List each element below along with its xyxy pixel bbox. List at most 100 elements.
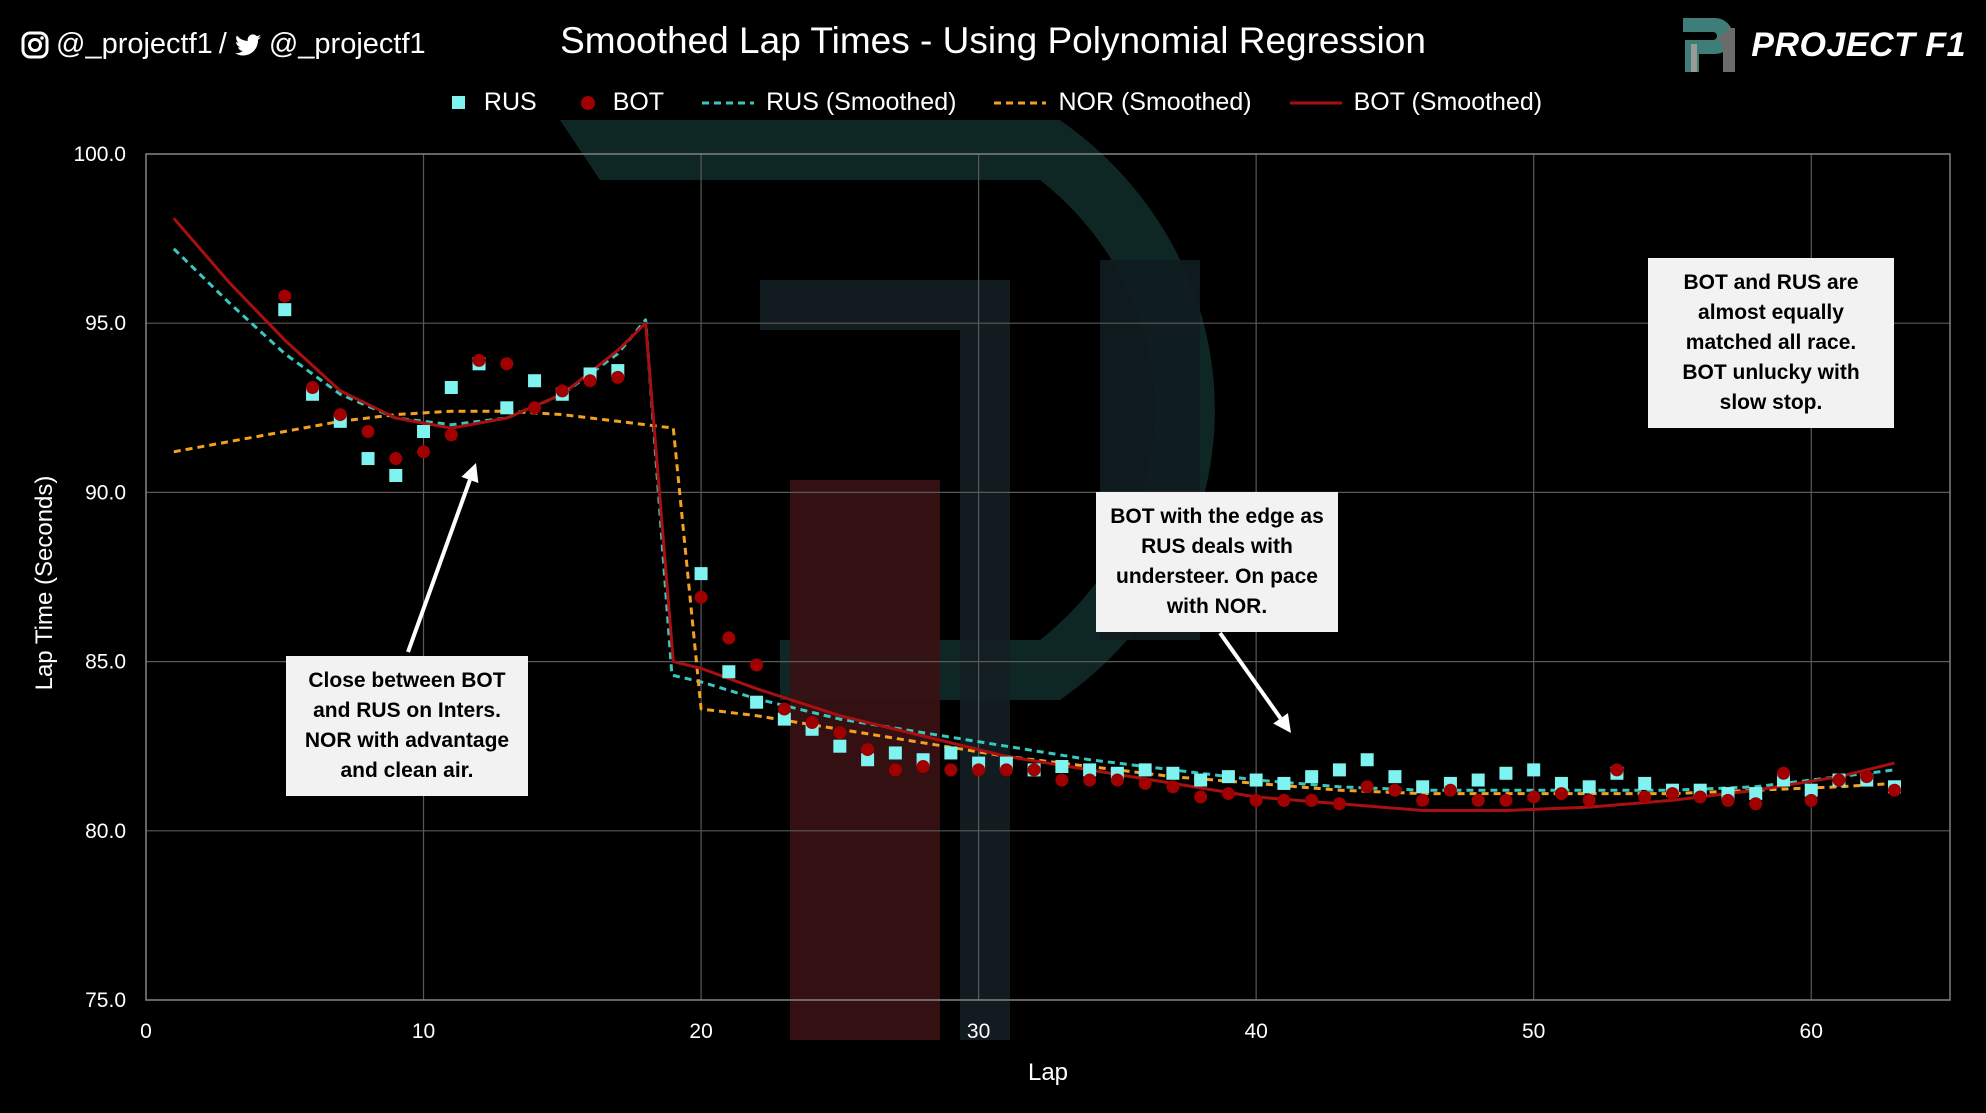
bot-lap-point — [944, 763, 958, 777]
legend-item-rus: RUS — [444, 88, 537, 117]
legend-label-rus: RUS — [483, 88, 537, 116]
rus-lap-point — [1804, 783, 1818, 797]
rus-lap-point — [1499, 766, 1513, 780]
annotation-inters: Close between BOT and RUS on Inters. NOR… — [286, 656, 528, 796]
bot-lap-point — [1776, 766, 1790, 780]
rus-lap-point — [1638, 776, 1652, 790]
rus-lap-point — [1194, 773, 1208, 787]
rus-lap-point — [1582, 780, 1596, 794]
rus-lap-point — [750, 695, 764, 709]
bot-lap-point — [1638, 790, 1652, 804]
bot-lap-point — [1832, 773, 1846, 787]
bot-lap-point — [1860, 770, 1874, 784]
rus-lap-point — [528, 374, 542, 388]
rus-lap-point — [1249, 773, 1263, 787]
rus-lap-point — [1277, 776, 1291, 790]
series-line-bot-smoothed — [172, 217, 1895, 812]
y-axis-label: Lap Time (Seconds) — [31, 476, 58, 691]
bot-lap-point — [694, 590, 708, 604]
bot-lap-point — [1582, 793, 1596, 807]
watermark-p-bowl — [560, 120, 1215, 700]
y-tick-label: 85.0 — [85, 651, 126, 674]
annotation-matched: BOT and RUS are almost equally matched a… — [1648, 258, 1894, 428]
bot-lap-point — [1221, 787, 1235, 801]
bot-lap-point — [1166, 780, 1180, 794]
bot-lap-point — [1360, 780, 1374, 794]
bot-lap-point — [1277, 793, 1291, 807]
rus-lap-point — [944, 746, 958, 760]
bot-lap-point — [1138, 776, 1152, 790]
bot-lap-point — [278, 289, 292, 303]
twitter-handle: @_projectf1 — [268, 28, 426, 60]
bot-lap-point — [833, 726, 847, 740]
bot-lap-point — [333, 408, 347, 422]
bot-lap-point — [361, 424, 375, 438]
bot-lap-point — [1388, 783, 1402, 797]
bot-lap-point — [583, 374, 597, 388]
legend-solid-line-icon — [1289, 101, 1342, 104]
rus-lap-point — [1527, 763, 1541, 777]
rus-lap-point — [417, 424, 431, 438]
bot-lap-point — [1804, 793, 1818, 807]
x-tick-label: 20 — [689, 1020, 712, 1043]
brand-name: PROJECT F1 — [1751, 25, 1966, 64]
rus-lap-point — [833, 739, 847, 753]
bot-lap-point — [1249, 793, 1263, 807]
bot-lap-point — [1055, 773, 1069, 787]
bot-lap-point — [500, 357, 514, 371]
bot-lap-point — [722, 631, 736, 645]
bot-lap-point — [1443, 783, 1457, 797]
x-tick-label: 10 — [412, 1020, 435, 1043]
brand-logo: PROJECT F1 — [1677, 14, 1966, 76]
bot-lap-point — [1305, 793, 1319, 807]
bot-lap-point — [1721, 793, 1735, 807]
watermark-one-stem — [760, 280, 1010, 1040]
bot-lap-point — [389, 452, 403, 466]
bot-lap-point — [555, 384, 569, 398]
arrow-inters-head — [461, 463, 479, 483]
x-tick-label: 40 — [1244, 1020, 1267, 1043]
bot-lap-point — [972, 763, 986, 777]
bot-lap-point — [1693, 790, 1707, 804]
bot-lap-point — [861, 743, 875, 757]
rus-lap-point — [1083, 763, 1097, 777]
rus-lap-point — [1388, 770, 1402, 784]
chart-title: Smoothed Lap Times - Using Polynomial Re… — [560, 20, 1426, 61]
y-tick-label: 100.0 — [73, 143, 126, 166]
bot-lap-point — [777, 702, 791, 716]
bot-lap-point — [916, 760, 930, 774]
arrow-edge — [1218, 631, 1291, 733]
bot-lap-point — [1083, 773, 1097, 787]
legend-item-nor-smoothed: NOR (Smoothed) — [992, 88, 1252, 117]
bot-lap-point — [1749, 797, 1763, 811]
chart-legend: RUS BOT RUS (Smoothed) NOR (Smoothed) BO… — [0, 88, 1986, 117]
arrow-inters-shaft — [406, 479, 472, 653]
instagram-handle: @_projectf1 — [56, 28, 213, 60]
bot-lap-point — [1887, 783, 1901, 797]
rus-lap-point — [861, 753, 875, 767]
rus-lap-point — [1749, 787, 1763, 801]
y-tick-label: 90.0 — [85, 481, 126, 504]
bot-lap-point — [528, 401, 542, 415]
handle-separator: / — [218, 28, 227, 60]
rus-lap-point — [777, 712, 791, 726]
bot-lap-point — [1416, 793, 1430, 807]
smoothed-lines — [172, 217, 1895, 812]
legend-label-nor-smoothed: NOR (Smoothed) — [1058, 88, 1252, 116]
bot-lap-point — [750, 658, 764, 672]
x-tick-label: 30 — [967, 1020, 990, 1043]
bot-lap-point — [1665, 787, 1679, 801]
rus-lap-point — [1055, 760, 1069, 774]
x-axis-label: Lap — [1028, 1059, 1068, 1086]
bot-lap-point — [1554, 787, 1568, 801]
rus-lap-point — [389, 468, 403, 482]
rus-lap-point — [278, 303, 292, 317]
bot-lap-point — [1527, 790, 1541, 804]
legend-item-rus-smoothed: RUS (Smoothed) — [700, 88, 956, 117]
legend-circle-marker-icon — [580, 95, 595, 110]
twitter-icon — [234, 33, 261, 55]
rus-lap-point — [888, 746, 902, 760]
y-tick-label: 80.0 — [85, 820, 126, 843]
bot-lap-point — [1499, 793, 1513, 807]
y-tick-label: 95.0 — [85, 312, 126, 335]
